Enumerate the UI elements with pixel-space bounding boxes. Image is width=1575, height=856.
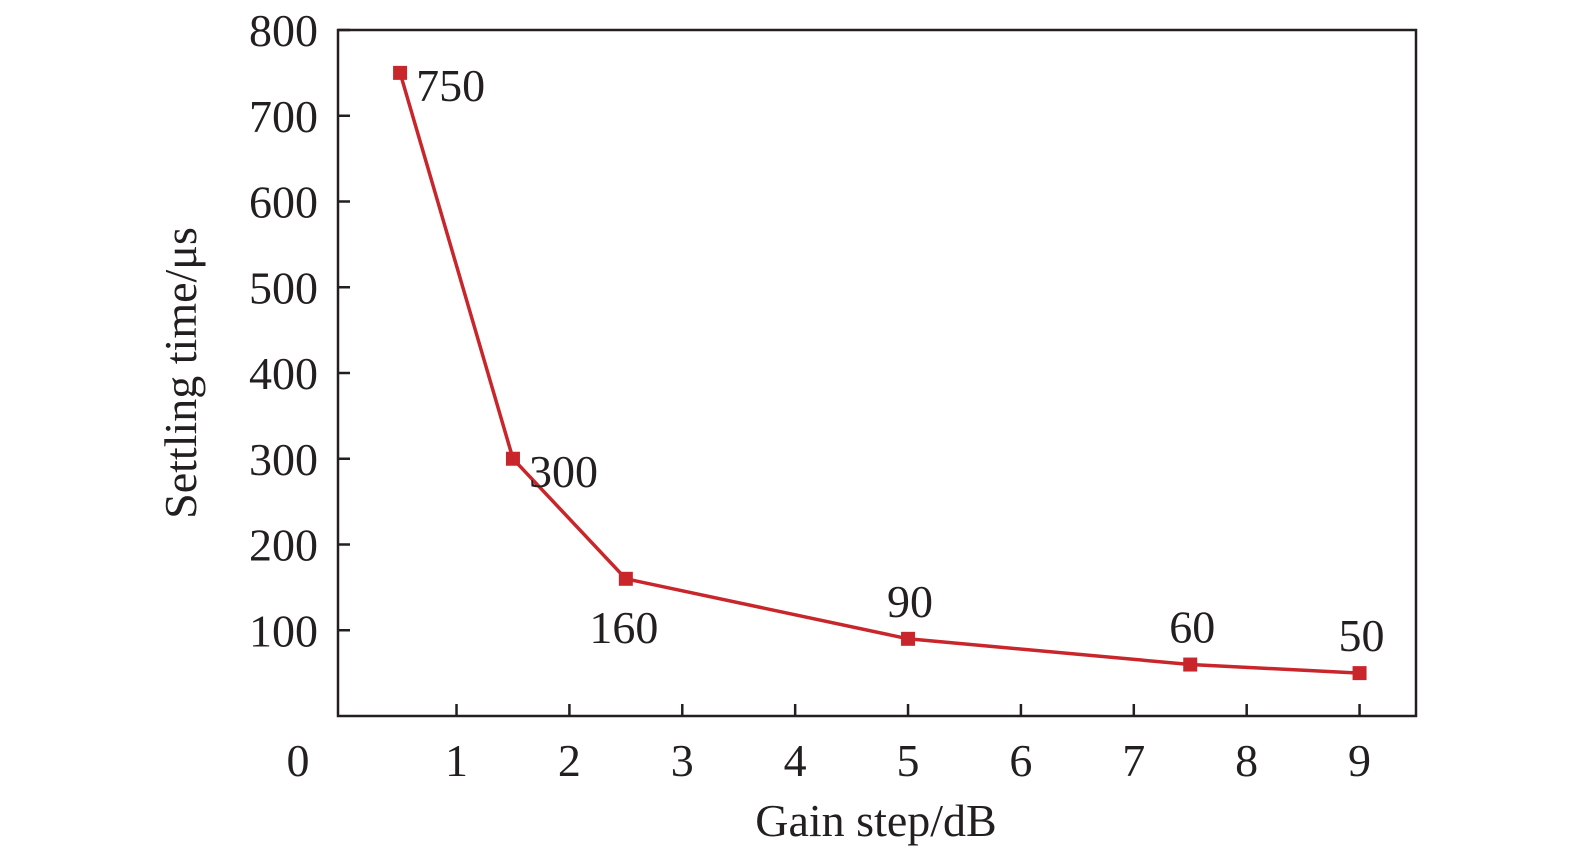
y-tick-label: 100 [249,605,318,656]
y-tick-label: 300 [249,434,318,485]
x-tick-label: 6 [1009,735,1032,786]
axes [336,28,1418,718]
data-label: 750 [416,60,485,111]
series [393,65,1367,681]
data-label: 160 [589,602,658,653]
x-tick-label: 2 [558,735,581,786]
ticks: 1 2 3 4 5 6 7 8 9 100 200 300 400 500 600 700 800 0 [249,5,1371,786]
data-label: 300 [529,446,598,497]
origin-label: 0 [287,735,310,786]
data-point-marker [505,451,520,466]
data-label: 90 [887,576,933,627]
y-tick-label: 500 [249,262,318,313]
x-tick-label: 3 [671,735,694,786]
data-label: 50 [1339,610,1385,661]
x-tick-label: 8 [1235,735,1258,786]
y-tick-label: 700 [249,91,318,142]
data-label: 60 [1169,602,1215,653]
series-line [398,72,1360,675]
x-tick-label: 4 [784,735,807,786]
y-tick-label: 800 [249,5,318,56]
x-axis-title: Gain step/dB [755,795,996,846]
y-tick-label: 400 [249,348,318,399]
y-tick-label: 200 [249,520,318,571]
x-tick-label: 5 [897,735,920,786]
data-point-marker [1352,666,1367,681]
y-axis-title: Settling time/μs [155,227,206,519]
data-point-marker [901,631,916,646]
x-tick-label: 7 [1122,735,1145,786]
labels: 750 300 160 90 60 50 [416,60,1384,661]
x-tick-label: 1 [445,735,468,786]
data-point-marker [1183,657,1198,672]
y-tick-label: 600 [249,177,318,228]
data-point-marker [393,65,408,80]
x-tick-label: 9 [1348,735,1371,786]
data-point-marker [618,571,633,586]
plot-frame [336,28,1418,718]
